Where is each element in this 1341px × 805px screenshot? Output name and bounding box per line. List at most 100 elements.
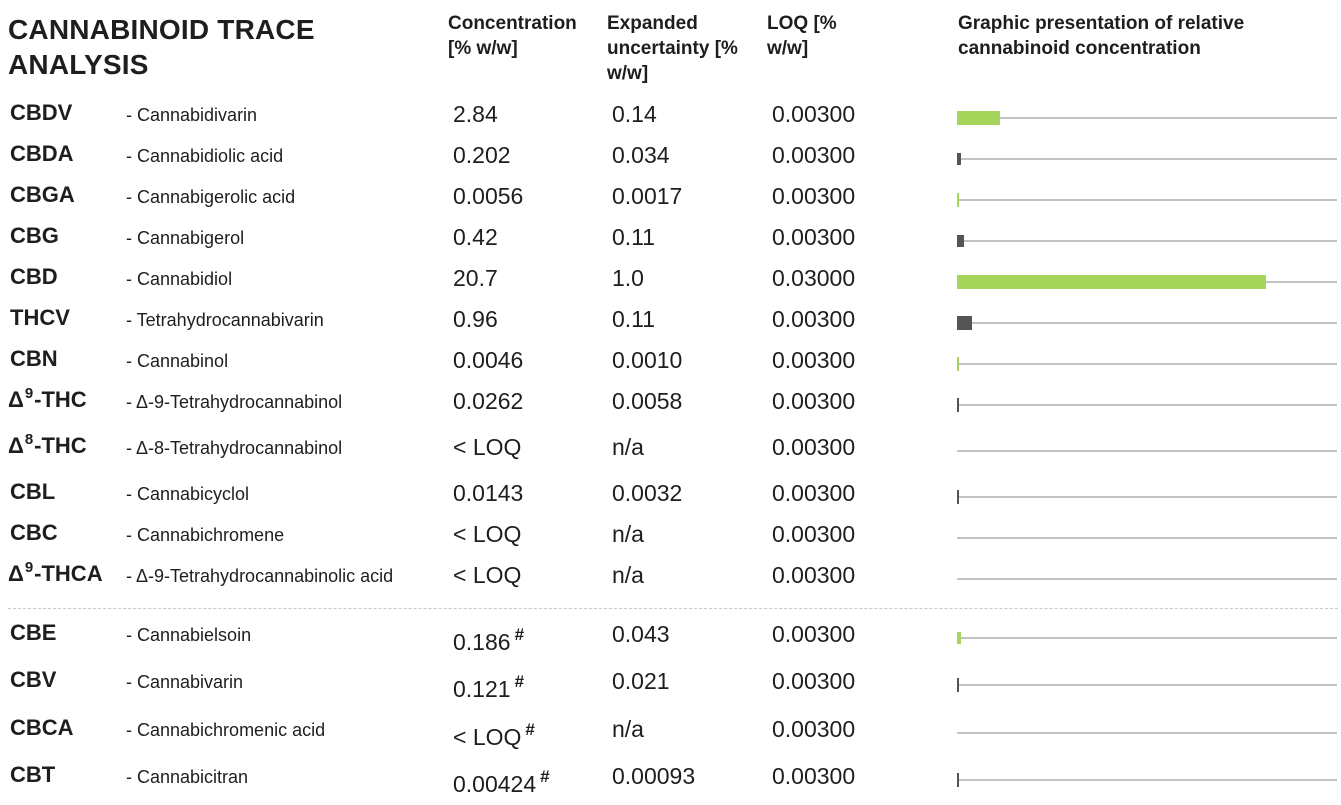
concentration-value: 0.0046 xyxy=(453,346,527,374)
cannabinoid-name: - Tetrahydrocannabivarin xyxy=(126,310,324,330)
loq-value: 0.00300 xyxy=(772,183,856,209)
loq-value: 0.00300 xyxy=(772,668,856,694)
loq-value: 0.00300 xyxy=(772,306,856,332)
concentration-number: 0.202 xyxy=(453,142,511,168)
cannabinoid-abbr: CBV xyxy=(8,667,56,693)
concentration-value: 20.7 xyxy=(453,264,502,292)
concentration-bar xyxy=(957,316,972,330)
header-loq: LOQ [% w/w] xyxy=(767,13,837,59)
concentration-number: < LOQ xyxy=(453,434,522,460)
concentration-value: 0.0262 xyxy=(453,387,527,415)
concentration-number: < LOQ xyxy=(453,724,522,750)
concentration-track xyxy=(957,578,1337,580)
cannabinoid-name: - Δ-9-Tetrahydrocannabinol xyxy=(126,392,343,412)
cannabinoid-name: - Cannabinol xyxy=(126,351,229,371)
header-concentration: Concentration [% w/w] xyxy=(448,13,577,59)
concentration-number: 0.00424 xyxy=(453,771,537,797)
concentration-bar xyxy=(957,490,959,504)
concentration-number: 0.96 xyxy=(453,306,498,332)
concentration-value: 0.96 xyxy=(453,305,502,333)
concentration-bar xyxy=(957,111,1000,125)
uncertainty-value: 0.043 xyxy=(612,621,670,647)
footnote-mark: # xyxy=(514,672,525,691)
concentration-number: < LOQ xyxy=(453,521,522,547)
loq-value: 0.00300 xyxy=(772,562,856,588)
uncertainty-value: n/a xyxy=(612,562,644,588)
concentration-number: 20.7 xyxy=(453,265,498,291)
uncertainty-value: 0.0058 xyxy=(612,388,683,414)
concentration-track xyxy=(957,199,1337,201)
concentration-value: 0.121 # xyxy=(453,672,525,703)
uncertainty-value: 0.14 xyxy=(612,101,657,127)
abbr-prefix: Δ xyxy=(8,433,24,458)
concentration-bar xyxy=(957,153,961,165)
cannabinoid-abbr: CBN xyxy=(8,346,58,372)
concentration-track xyxy=(957,779,1337,781)
concentration-track xyxy=(957,117,1337,119)
uncertainty-value: 0.0032 xyxy=(612,480,683,506)
concentration-track xyxy=(957,684,1337,686)
cannabinoid-name: - Cannabidivarin xyxy=(126,105,258,125)
concentration-number: 2.84 xyxy=(453,101,498,127)
cannabinoid-abbr: CBE xyxy=(8,620,56,646)
concentration-value: < LOQ xyxy=(453,561,525,589)
abbr-superscript: 9 xyxy=(24,559,34,576)
concentration-number: 0.0262 xyxy=(453,388,524,414)
abbr-prefix: Δ xyxy=(8,561,24,586)
uncertainty-value: 0.0010 xyxy=(612,347,683,373)
cannabinoid-abbr: CBL xyxy=(8,479,55,505)
cannabinoid-name: - Cannabielsoin xyxy=(126,625,252,645)
loq-value: 0.03000 xyxy=(772,265,856,291)
cannabinoid-abbr: CBC xyxy=(8,520,58,546)
concentration-bar xyxy=(957,235,964,247)
cannabinoid-name: - Cannabichromene xyxy=(126,525,285,545)
abbr-main: CBC xyxy=(10,520,58,545)
cannabinoid-abbr: CBGA xyxy=(8,182,75,208)
cannabinoid-name: - Cannabigerolic acid xyxy=(126,187,296,207)
loq-value: 0.00300 xyxy=(772,434,856,460)
loq-value: 0.00300 xyxy=(772,347,856,373)
loq-value: 0.00300 xyxy=(772,480,856,506)
concentration-value: 0.0143 xyxy=(453,479,527,507)
concentration-track xyxy=(957,404,1337,406)
concentration-value: 0.0056 xyxy=(453,182,527,210)
concentration-bar xyxy=(957,632,961,644)
abbr-main: CBDA xyxy=(10,141,74,166)
cannabinoid-abbr: CBCA xyxy=(8,715,74,741)
abbr-main: CBD xyxy=(10,264,58,289)
abbr-main: CBE xyxy=(10,620,57,645)
cannabinoid-abbr: Δ9-THCA xyxy=(8,559,103,587)
concentration-number: 0.0143 xyxy=(453,480,524,506)
abbr-main: CBCA xyxy=(10,715,74,740)
cannabinoid-name: - Δ-9-Tetrahydrocannabinolic acid xyxy=(126,566,394,586)
concentration-value: 0.202 xyxy=(453,141,515,169)
uncertainty-value: 0.0017 xyxy=(612,183,683,209)
abbr-main: THCV xyxy=(10,305,70,330)
header-uncertainty: Expanded uncertainty [% w/w] xyxy=(607,13,738,84)
uncertainty-value: 0.034 xyxy=(612,142,670,168)
loq-value: 0.00300 xyxy=(772,716,856,742)
cannabinoid-abbr: Δ8-THC xyxy=(8,432,87,459)
concentration-number: < LOQ xyxy=(453,562,522,588)
concentration-track xyxy=(957,732,1337,734)
abbr-main: CBGA xyxy=(10,182,75,207)
abbr-main: CBDV xyxy=(10,100,73,125)
concentration-number: 0.42 xyxy=(453,224,498,250)
footnote-mark: # xyxy=(525,720,535,739)
footnote-mark: # xyxy=(514,625,525,644)
cannabinoid-abbr: CBD xyxy=(8,264,58,290)
abbr-main: -THCA xyxy=(34,561,103,586)
concentration-value: 0.186 # xyxy=(453,625,525,656)
uncertainty-value: n/a xyxy=(612,521,644,547)
abbr-main: -THC xyxy=(34,433,87,458)
concentration-bar xyxy=(957,773,959,787)
concentration-bar xyxy=(957,357,959,371)
concentration-track xyxy=(957,363,1337,365)
cannabinoid-name: - Cannabicitran xyxy=(126,767,249,787)
concentration-number: 0.186 xyxy=(453,629,511,655)
abbr-prefix: Δ xyxy=(8,387,24,412)
cannabinoid-name: - Cannabidiol xyxy=(126,269,233,289)
cannabinoid-name: - Cannabicyclol xyxy=(126,484,250,504)
uncertainty-value: 0.11 xyxy=(612,224,656,250)
concentration-value: 2.84 xyxy=(453,100,502,128)
